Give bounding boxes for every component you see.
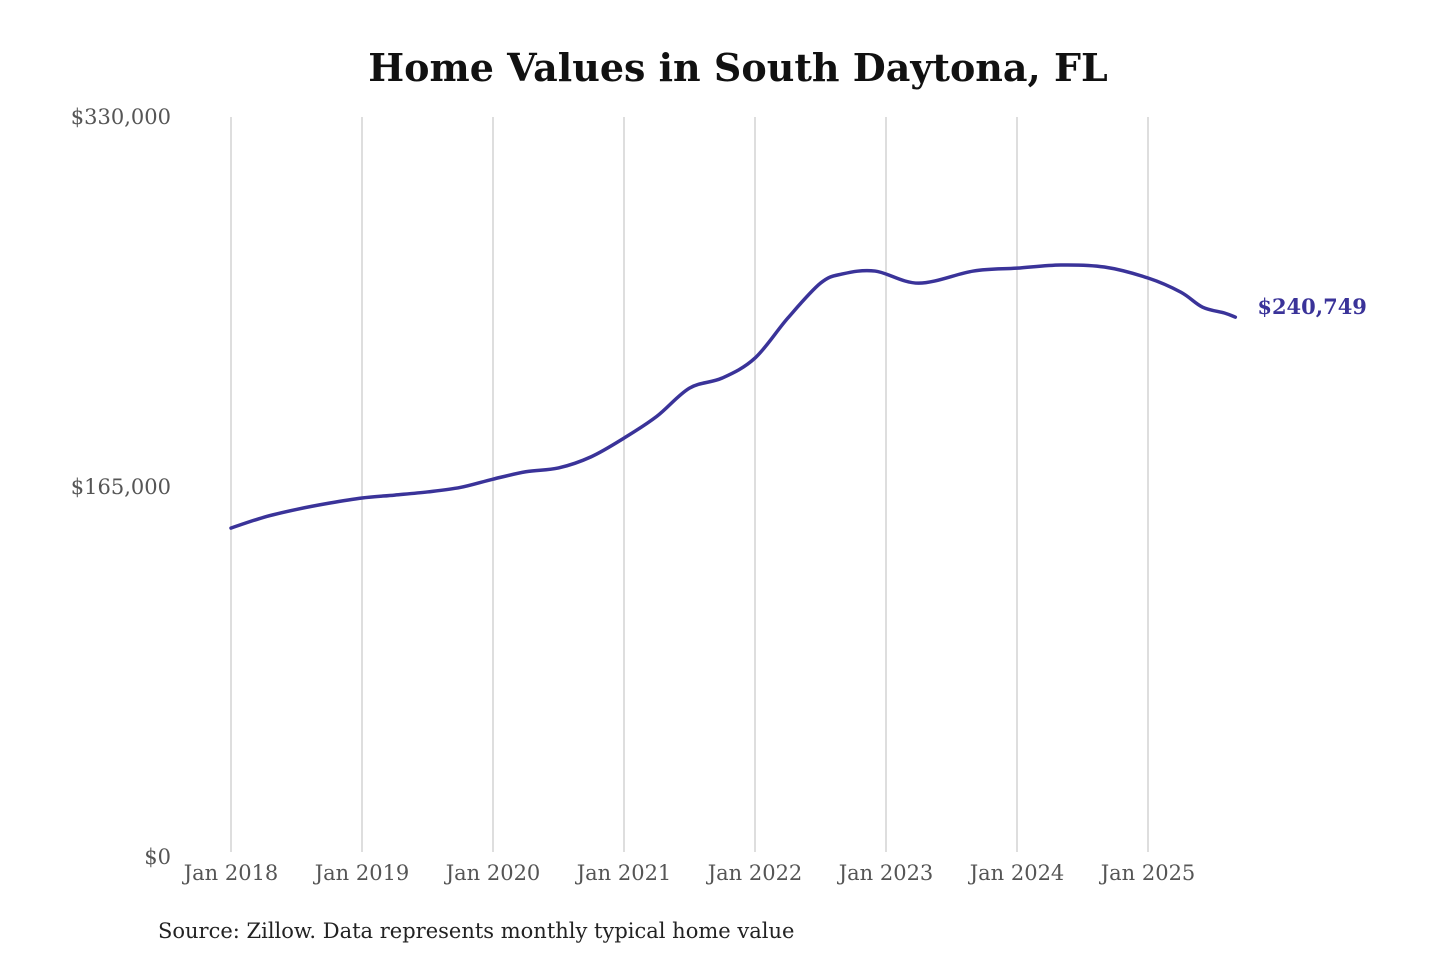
x-tick-label: Jan 2024 xyxy=(968,861,1065,885)
x-tick-label: Jan 2018 xyxy=(182,861,279,885)
x-tick-label: Jan 2021 xyxy=(575,861,672,885)
source-note: Source: Zillow. Data represents monthly … xyxy=(158,919,794,943)
x-tick-label: Jan 2020 xyxy=(444,861,541,885)
y-tick-label: $0 xyxy=(144,845,171,869)
x-tick-label: Jan 2025 xyxy=(1099,861,1196,885)
series-line xyxy=(229,263,1238,530)
y-axis: $0 $165,000 $330,000 xyxy=(71,105,171,869)
end-value-label: $240,749 xyxy=(1257,294,1367,319)
y-tick-label: $165,000 xyxy=(71,475,171,499)
x-tick-label: Jan 2022 xyxy=(706,861,803,885)
chart-title: Home Values in South Daytona, FL xyxy=(368,45,1107,90)
y-tick-label: $330,000 xyxy=(71,105,171,129)
x-tick-label: Jan 2023 xyxy=(837,861,934,885)
x-axis: Jan 2018 Jan 2019 Jan 2020 Jan 2021 Jan 2022… xyxy=(182,861,1196,885)
gridlines xyxy=(230,117,1149,852)
x-tick-label: Jan 2019 xyxy=(313,861,410,885)
